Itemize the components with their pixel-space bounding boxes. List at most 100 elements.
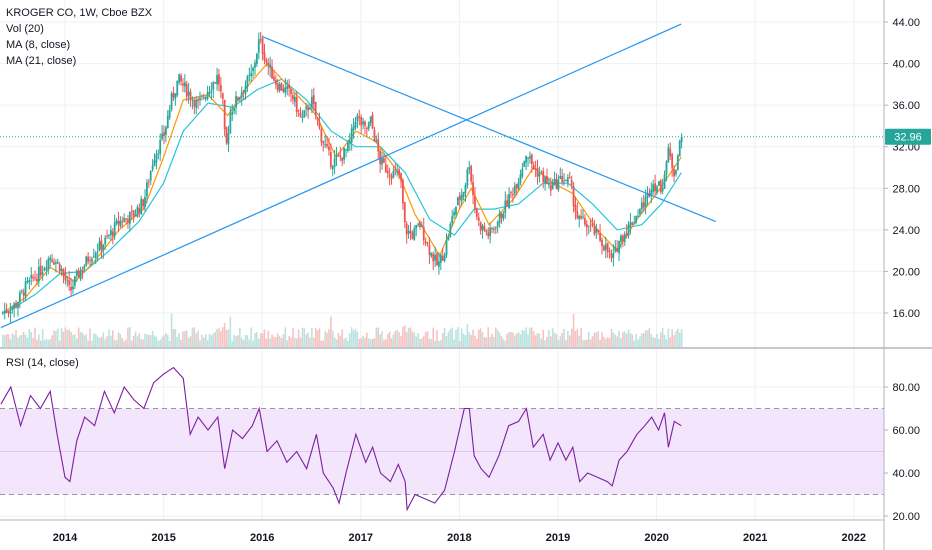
- candle-body: [455, 206, 457, 215]
- candle-body: [227, 133, 230, 145]
- volume-bar: [227, 329, 230, 347]
- volume-bar: [106, 336, 108, 347]
- volume-bar: [312, 337, 315, 347]
- candle-body: [627, 224, 630, 237]
- candle-body: [140, 198, 143, 215]
- trendline[interactable]: [261, 35, 716, 223]
- candle-body: [286, 86, 289, 90]
- volume-bar: [417, 332, 419, 347]
- volume-bar: [94, 334, 97, 347]
- volume-bar: [305, 334, 307, 347]
- volume-bar: [218, 328, 220, 347]
- trendlines[interactable]: [0, 23, 884, 329]
- candle-body: [525, 155, 528, 163]
- volume-bar: [658, 339, 660, 347]
- volume-bar: [422, 335, 425, 347]
- volume-bar: [72, 334, 74, 347]
- year-tick-label: 2017: [349, 532, 373, 544]
- volume-bar: [19, 335, 21, 347]
- price-tick-label: 28.00: [892, 183, 920, 195]
- candle-body: [248, 74, 251, 76]
- price-tick-label: 24.00: [892, 225, 920, 237]
- volume-bar: [100, 337, 103, 347]
- volume-bar: [470, 334, 472, 347]
- candle-body: [104, 237, 107, 245]
- candle-body: [58, 263, 61, 272]
- candle-body: [333, 158, 336, 168]
- legend-volume[interactable]: Vol (20): [6, 23, 44, 35]
- candle-body: [30, 275, 33, 279]
- volume-bar: [350, 327, 353, 347]
- candle-body: [237, 97, 239, 101]
- symbol-title[interactable]: KROGER CO, 1W, Cboe BZX: [6, 7, 153, 19]
- volume-bar: [472, 329, 474, 347]
- year-tick-label: 2020: [644, 532, 668, 544]
- candle-body: [451, 216, 454, 224]
- candle-body: [280, 83, 283, 91]
- volume-bar: [403, 325, 406, 347]
- trendline[interactable]: [0, 23, 682, 329]
- volume-bar: [250, 327, 253, 347]
- candle-body: [316, 116, 319, 121]
- volume-bar: [394, 330, 397, 347]
- candle-body: [352, 126, 355, 131]
- candle-body: [675, 169, 677, 175]
- candle-body: [496, 221, 499, 227]
- candle-body: [341, 157, 344, 161]
- year-tick-label: 2018: [447, 532, 471, 544]
- candle-body: [339, 155, 342, 158]
- candle-body: [538, 173, 541, 177]
- candle-body: [288, 85, 291, 89]
- volume-bar: [409, 327, 412, 347]
- volume-bar: [407, 328, 410, 347]
- volume-bar: [163, 335, 165, 347]
- volume-bar: [176, 336, 179, 347]
- legend-ma8[interactable]: MA (8, close): [6, 39, 71, 51]
- volume-bar: [385, 339, 387, 347]
- candle-body: [612, 253, 615, 259]
- candle-body: [529, 156, 531, 159]
- candle-body: [282, 88, 285, 92]
- candle-body: [9, 311, 12, 314]
- volume-bar: [26, 337, 29, 347]
- volume-bar: [85, 334, 88, 347]
- volume-bar: [392, 334, 395, 347]
- volume-bar: [641, 333, 643, 347]
- candle-body: [119, 220, 122, 227]
- candle-body: [130, 210, 133, 212]
- volume-bar: [570, 328, 573, 347]
- volume-bar: [113, 339, 116, 347]
- candle-body: [597, 229, 600, 233]
- volume-bar: [146, 334, 148, 347]
- legend-ma21[interactable]: MA (21, close): [6, 55, 77, 67]
- candle-body: [639, 209, 641, 215]
- candle-body: [62, 269, 65, 275]
- rsi-title[interactable]: RSI (14, close): [6, 357, 79, 369]
- volume-bar: [366, 332, 368, 347]
- candle-body: [85, 256, 88, 266]
- candle-body: [625, 233, 628, 236]
- candle-body: [388, 174, 391, 177]
- candle-body: [477, 217, 480, 221]
- candle-body: [36, 278, 38, 282]
- volume-bar: [487, 327, 490, 347]
- candle-body: [231, 111, 234, 115]
- candle-body: [443, 255, 446, 261]
- volume-bar: [479, 328, 482, 347]
- candle-body: [157, 153, 160, 155]
- volume-bar: [180, 339, 182, 347]
- candle-body: [371, 114, 374, 129]
- candle-body: [585, 223, 588, 228]
- volume-bar: [271, 334, 273, 347]
- candle-body: [276, 83, 279, 91]
- volume-bar: [193, 327, 196, 347]
- candle-body: [37, 266, 40, 282]
- volume-bar: [295, 338, 298, 347]
- candle-body: [379, 150, 382, 164]
- volume-bar: [532, 331, 535, 347]
- candle-body: [474, 196, 476, 209]
- volume-bar: [5, 334, 8, 347]
- volume-bar: [11, 333, 14, 347]
- volume-bar: [576, 328, 579, 347]
